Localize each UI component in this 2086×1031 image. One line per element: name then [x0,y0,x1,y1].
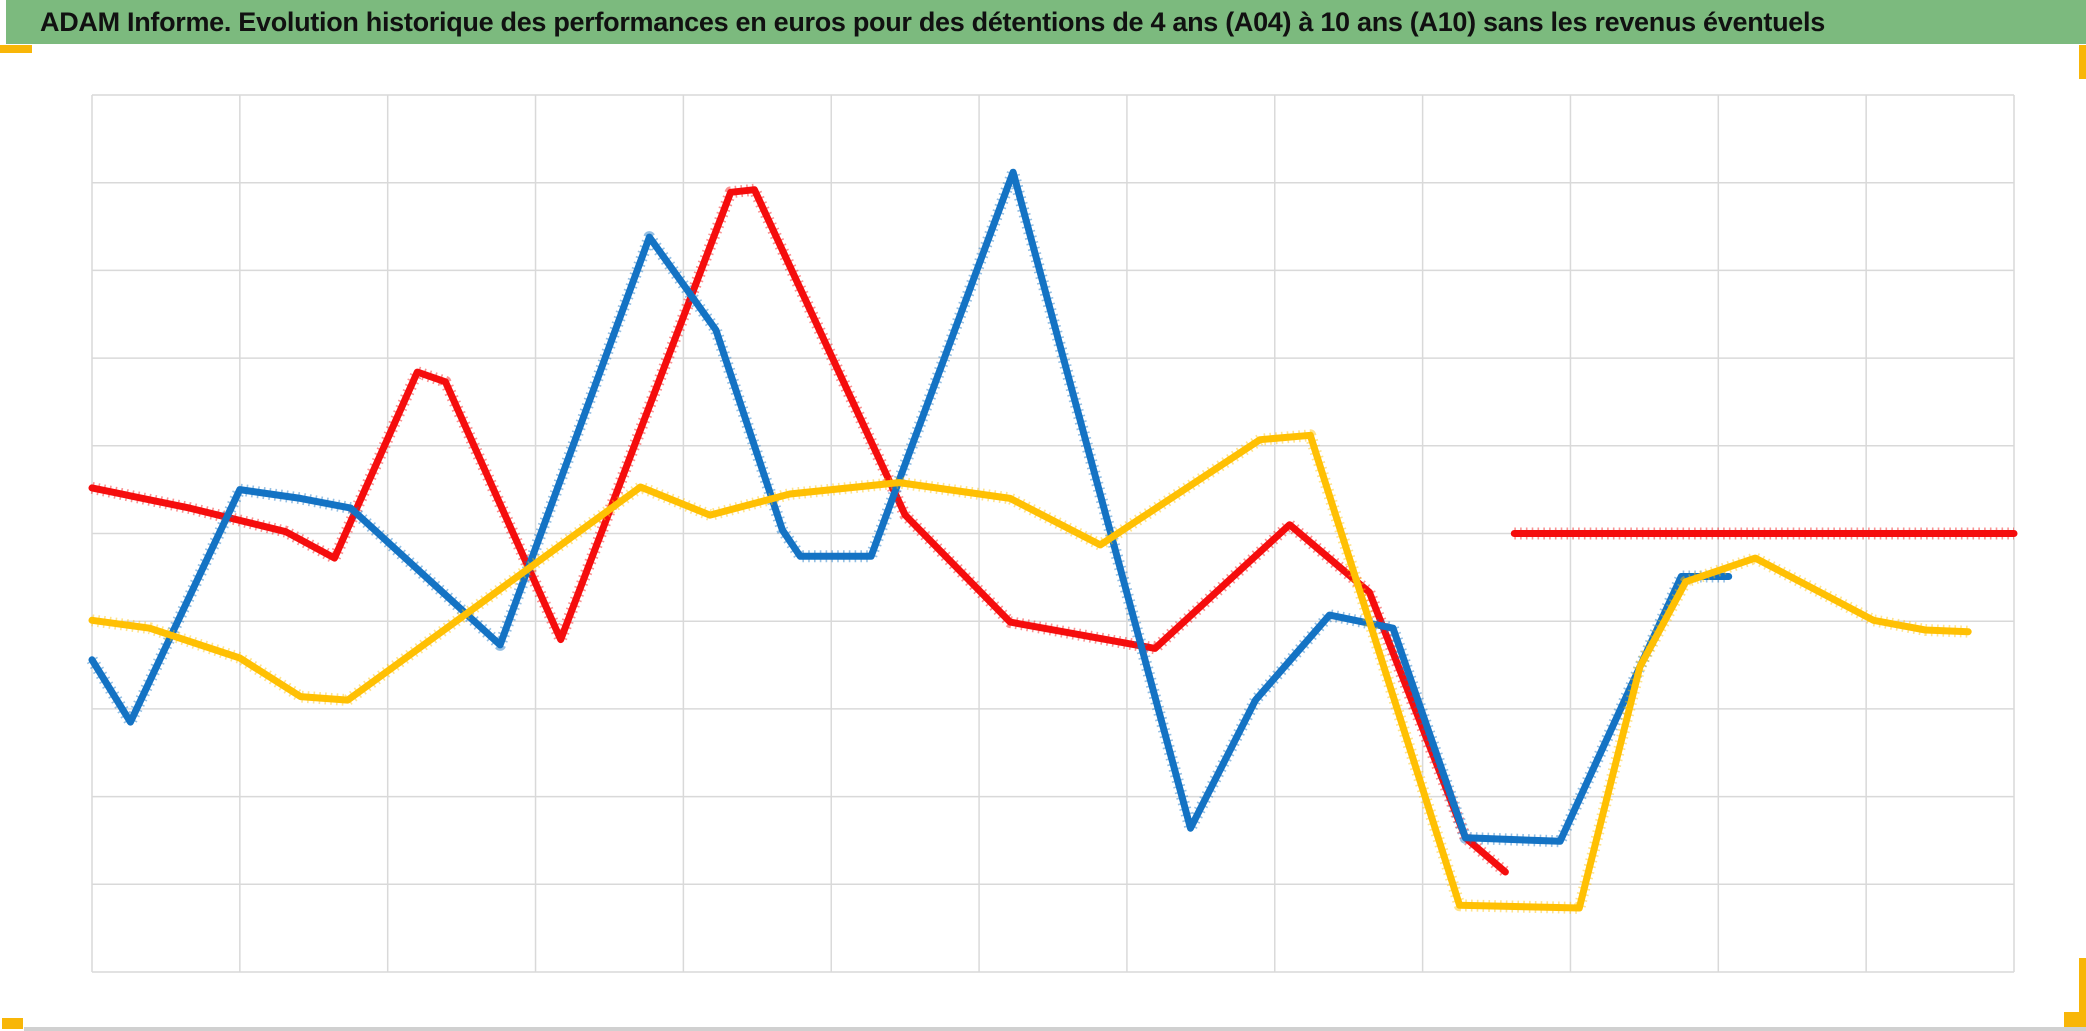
series-red-series[interactable] [88,183,2018,877]
gridlines [91,94,2015,973]
series-blue-series[interactable] [86,166,1733,848]
chart-title: ADAM Informe. Evolution historique des p… [40,6,1825,37]
selection-handle-top-right[interactable] [2079,45,2086,79]
window-bottom-edge [24,1027,2086,1031]
series-yellow-series[interactable] [88,429,1972,914]
selection-handle-bottom-left[interactable] [2,1018,23,1029]
selection-handle-bottom-right[interactable] [2064,1012,2086,1031]
selection-handle-top-left[interactable] [0,45,32,53]
selection-handle-right-edge[interactable] [2079,958,2086,1018]
chart-title-bar: ADAM Informe. Evolution historique des p… [6,0,2086,44]
